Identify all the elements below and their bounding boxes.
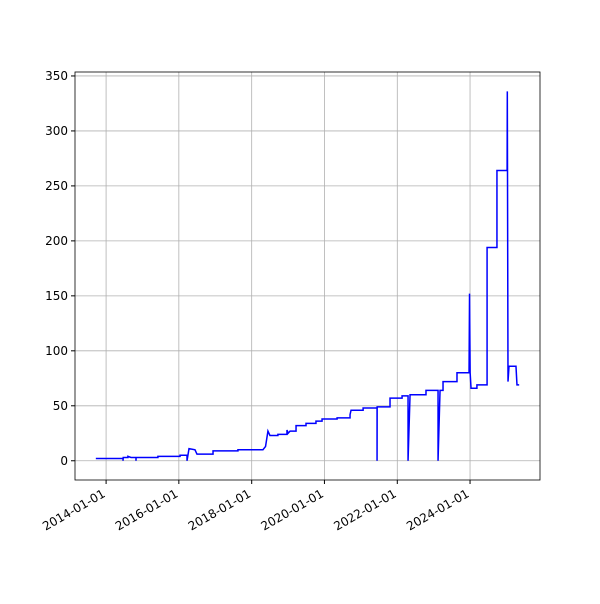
x-tick-label: 2020-01-01 [259,486,326,533]
x-tick-label: 2014-01-01 [40,486,107,533]
plot-frame [74,71,541,481]
y-tick-label: 150 [45,289,68,303]
y-tick-label: 200 [45,234,68,248]
x-tick-label: 2022-01-01 [331,486,398,533]
y-tick-label: 100 [45,344,68,358]
y-tick-label: 250 [45,179,68,193]
x-tick-label: 2018-01-01 [186,486,253,533]
data-line [95,91,520,461]
y-tick-label: 350 [45,69,68,83]
y-tick-label: 300 [45,124,68,138]
y-tick-label: 50 [53,399,68,413]
x-tick-label: 2024-01-01 [404,486,471,533]
y-tick-label: 0 [60,454,68,468]
x-tick-label: 2016-01-01 [113,486,180,533]
